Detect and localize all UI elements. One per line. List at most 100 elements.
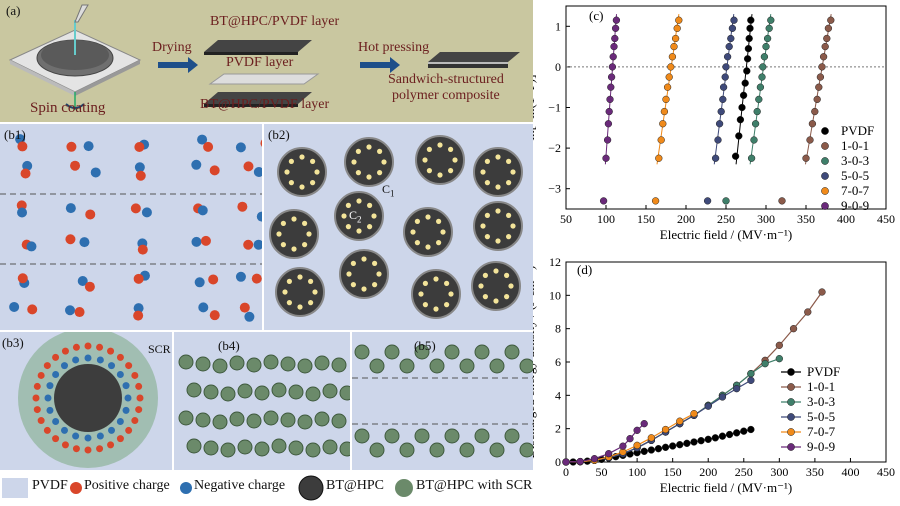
- positive-charge-icon: [125, 362, 133, 370]
- bt-dot: [422, 302, 428, 308]
- data-point: [723, 53, 732, 61]
- negative-charge-icon: [253, 167, 262, 178]
- data-point: [655, 154, 663, 162]
- bt-dot: [302, 220, 308, 226]
- bthpc-scr-particle: [314, 355, 330, 371]
- bt-dot: [495, 184, 501, 190]
- data-point: [730, 16, 738, 24]
- bthpc-scr-particle: [399, 442, 415, 458]
- positive-charge-icon: [84, 446, 92, 454]
- positive-charge-icon: [116, 353, 124, 361]
- bt-dot: [314, 169, 320, 175]
- negative-charge-icon: [191, 236, 202, 247]
- series-line: [565, 291, 823, 463]
- legend-label: 7-0-7: [807, 424, 836, 439]
- bt-dot: [448, 168, 454, 174]
- negative-charge-icon: [141, 207, 152, 218]
- chart-panel-label: (d): [577, 262, 592, 277]
- y-axis-label: Discharged energy density / (J·cm⁻³): [533, 266, 537, 459]
- bt-dot: [480, 223, 486, 229]
- negative-charge-icon: [46, 406, 54, 414]
- panel-b3-label: (b3): [2, 335, 24, 350]
- y-tick-label: 10: [549, 288, 561, 302]
- negative-charge-icon: [79, 237, 90, 248]
- panel-b2: (b2) C1 C2: [264, 124, 533, 330]
- data-point: [661, 443, 670, 451]
- bt-dot: [350, 282, 356, 288]
- bt-dot: [510, 169, 516, 175]
- bt-dot: [425, 244, 431, 250]
- data-point: [659, 120, 667, 128]
- legend-bthpc: BT@HPC: [326, 478, 385, 493]
- bt-dot: [414, 240, 420, 246]
- data-point: [736, 116, 745, 124]
- negative-charge-icon: [256, 211, 262, 222]
- data-point: [727, 34, 735, 43]
- legend-marker: [821, 187, 829, 195]
- negative-charge-icon: [122, 382, 130, 390]
- bthpc-scr-particle: [369, 358, 385, 374]
- data-point: [599, 197, 608, 205]
- data-point: [718, 393, 727, 401]
- positive-charge-icon: [17, 141, 28, 152]
- positive-charge-icon: [203, 141, 214, 152]
- negative-charge-icon: [116, 418, 124, 426]
- bt-dot: [495, 208, 501, 214]
- panel-b4: (b4): [174, 332, 350, 470]
- data-point: [756, 83, 765, 91]
- data-point: [765, 24, 773, 32]
- y-tick-label: −3: [548, 182, 561, 196]
- data-point: [743, 67, 751, 75]
- positive-charge-icon: [70, 482, 82, 494]
- legend-label: PVDF: [807, 364, 840, 379]
- legend-positive: Positive charge: [84, 478, 170, 493]
- panel-b5-label: (b5): [414, 338, 436, 353]
- bt-dot: [310, 158, 316, 164]
- x-tick-label: 150: [637, 212, 655, 226]
- positive-charge-icon: [33, 406, 41, 414]
- bt-dot: [433, 306, 439, 312]
- bt-dot: [410, 229, 416, 235]
- positive-charge-icon: [61, 441, 69, 449]
- bt-dot: [437, 142, 443, 148]
- bthpc-scr-particle: [237, 439, 253, 455]
- positive-charge-icon: [136, 394, 144, 402]
- data-point: [608, 63, 617, 71]
- positive-charge-icon: [137, 244, 148, 255]
- bt-dot: [371, 213, 377, 219]
- legend-marker: [821, 127, 829, 135]
- bthpc-scr-particle: [280, 412, 296, 428]
- positive-charge-icon: [96, 445, 104, 453]
- negative-charge-icon: [133, 303, 144, 314]
- bthpc-scr-particle: [444, 344, 460, 360]
- legend-label: 5-0-5: [841, 168, 869, 183]
- scr-label: SCR: [148, 342, 171, 356]
- data-point: [819, 53, 828, 61]
- negative-charge-icon: [60, 426, 68, 434]
- x-tick-label: 200: [699, 465, 717, 479]
- data-point: [750, 136, 758, 144]
- positive-charge-icon: [74, 307, 85, 318]
- data-point: [690, 410, 698, 418]
- positive-charge-icon: [70, 160, 81, 171]
- data-point: [611, 24, 620, 32]
- negative-charge-icon: [122, 406, 130, 414]
- bt-dot: [280, 242, 286, 248]
- negative-charge-icon: [84, 354, 92, 362]
- data-point: [747, 16, 755, 24]
- negative-charge-icon: [9, 301, 20, 312]
- data-point: [778, 197, 786, 205]
- data-point: [811, 107, 819, 116]
- legend-marker: [787, 413, 795, 421]
- negative-charge-icon: [52, 370, 60, 378]
- bthpc-scr-particle: [369, 442, 385, 458]
- data-point: [715, 120, 724, 128]
- x-tick-label: 100: [597, 212, 615, 226]
- bottom-legend: PVDF Positive charge Negative charge BT@…: [0, 472, 533, 504]
- bt-dot: [350, 260, 356, 266]
- data-point: [590, 455, 599, 463]
- data-point: [747, 425, 755, 434]
- data-point: [690, 438, 698, 446]
- bt-dot: [433, 276, 439, 282]
- bt-dot: [452, 157, 458, 163]
